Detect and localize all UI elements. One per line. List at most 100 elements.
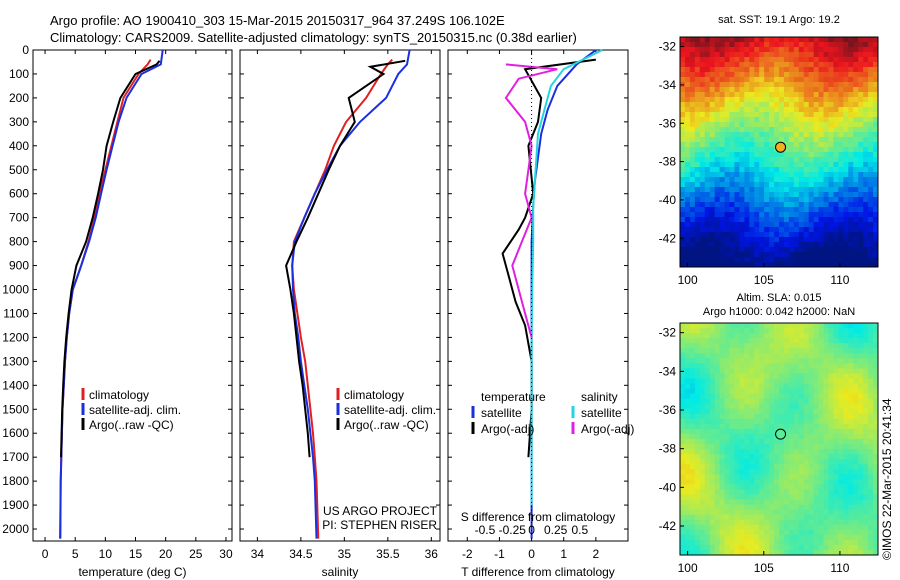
map-cell-sst_map	[783, 147, 790, 153]
map-cell-sst_map	[714, 217, 720, 223]
map-cell-sst_map	[739, 67, 745, 73]
map-cell-sst_map	[813, 57, 819, 63]
map-cell-sst_map	[739, 117, 745, 123]
map-cell-sla_map	[779, 509, 785, 516]
map-cell-sla_map	[769, 358, 775, 364]
map-cell-sla_map	[699, 489, 706, 495]
map-cell-sla_map	[779, 519, 785, 526]
map-cell-sst_map	[694, 172, 701, 178]
map-cell-sst_map	[823, 257, 829, 263]
map-cell-sla_map	[694, 494, 701, 500]
map-cell-sst_map	[798, 102, 805, 108]
panel-frame-differences	[447, 49, 629, 542]
map-cell-sla_map	[833, 494, 839, 500]
map-cell-sla_map	[858, 393, 864, 400]
map-cell-sst_map	[714, 172, 720, 178]
map-cell-sla_map	[793, 504, 800, 511]
map-cell-sst_map	[724, 117, 730, 123]
map-cell-sla_map	[724, 428, 730, 435]
map-cell-sla_map	[764, 499, 770, 505]
map-cell-sst_map	[689, 127, 696, 133]
map-cell-sla_map	[863, 499, 869, 505]
map-cell-sst_map	[828, 137, 834, 143]
map-cell-sst_map	[709, 127, 716, 133]
map-cell-sla_map	[749, 348, 755, 354]
map-cell-sla_map	[838, 464, 844, 470]
map-cell-sst_map	[724, 47, 730, 53]
map-cell-sst_map	[749, 197, 755, 203]
map-cell-sla_map	[843, 504, 849, 511]
map-cell-sla_map	[873, 378, 879, 384]
map-cell-sla_map	[788, 348, 795, 354]
map-cell-sla_map	[769, 333, 775, 339]
map-cell-sla_map	[833, 378, 839, 384]
map-cell-sla_map	[868, 439, 874, 445]
map-cell-sla_map	[759, 534, 765, 541]
map-cell-sst_map	[709, 222, 716, 228]
map-cell-sla_map	[808, 368, 815, 374]
map-cell-sla_map	[779, 323, 785, 329]
map-cell-sla_map	[818, 393, 824, 400]
legend-label-temperature: Argo(..raw -QC)	[89, 418, 174, 432]
map-cell-sst_map	[828, 87, 834, 93]
map-cell-sst_map	[709, 112, 716, 118]
map-cell-sla_map	[838, 439, 844, 445]
map-cell-sla_map	[734, 494, 740, 500]
map-cell-sst_map	[803, 247, 810, 253]
s-diff-tick-label: -0.25	[499, 523, 527, 537]
map-cell-sst_map	[823, 77, 829, 83]
map-cell-sst_map	[808, 127, 815, 133]
map-cell-sst_map	[779, 152, 785, 158]
map-cell-sst_map	[744, 62, 750, 68]
map-cell-sst_map	[843, 207, 849, 213]
map-cell-sla_map	[803, 484, 810, 490]
map-cell-sla_map	[818, 474, 824, 480]
map-cell-sla_map	[694, 474, 701, 480]
map-cell-sst_map	[699, 102, 706, 108]
map-cell-sla_map	[714, 373, 720, 379]
map-cell-sst_map	[749, 52, 755, 58]
map-cell-sst_map	[699, 62, 706, 68]
map-cell-sst_map	[749, 217, 755, 223]
map-cell-sla_map	[729, 509, 735, 516]
map-cell-sla_map	[833, 464, 839, 470]
map-cell-sla_map	[744, 464, 750, 470]
map-cell-sst_map	[699, 252, 706, 258]
map-cell-sla_map	[694, 413, 701, 420]
map-cell-sla_map	[838, 534, 844, 541]
map-cell-sst_map	[793, 162, 800, 168]
map-cell-sst_map	[774, 57, 780, 63]
map-cell-sst_map	[873, 247, 879, 253]
map-cell-sla_map	[779, 333, 785, 339]
map-cell-sla_map	[699, 418, 706, 425]
diff-legend-label: Argo(-adj)	[581, 422, 634, 436]
map-cell-sst_map	[744, 112, 750, 118]
map-cell-sla_map	[813, 408, 819, 415]
map-cell-sst_map	[818, 222, 824, 228]
map-cell-sst_map	[813, 242, 819, 248]
map-cell-sla_map	[803, 363, 810, 369]
map-cell-sla_map	[833, 534, 839, 541]
map-cell-sla_map	[759, 439, 765, 445]
x-axis-label-differences: T difference from climatology	[461, 565, 615, 579]
map-cell-sst_map	[680, 107, 686, 113]
map-cell-sst_map	[823, 177, 829, 183]
map-cell-sla_map	[803, 348, 810, 354]
map-cell-sst_map	[759, 222, 765, 228]
map-cell-sla_map	[873, 459, 879, 465]
map-cell-sla_map	[744, 484, 750, 490]
map-cell-sst_map	[848, 177, 854, 183]
map-cell-sla_map	[734, 529, 740, 536]
map-cell-sst_map	[739, 177, 745, 183]
map-cell-sla_map	[848, 378, 854, 384]
map-cell-sst_map	[793, 167, 800, 173]
map-cell-sst_map	[793, 122, 800, 128]
map-cell-sst_map	[734, 172, 740, 178]
y-tick-label: 1500	[2, 402, 29, 416]
map-cell-sst_map	[823, 67, 829, 73]
map-cell-sla_map	[724, 454, 730, 460]
map-cell-sst_map	[739, 162, 745, 168]
map-cell-sst_map	[863, 177, 869, 183]
map-cell-sst_map	[749, 37, 755, 43]
